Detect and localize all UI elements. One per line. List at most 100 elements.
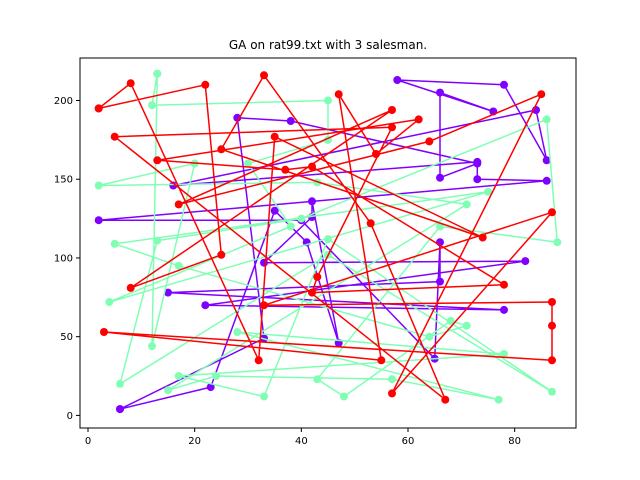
series-2-point-11: [548, 298, 556, 306]
x-tick-label-40: 40: [295, 436, 308, 447]
series-0-point-24: [393, 76, 402, 84]
y-tick-label-100: 100: [54, 253, 73, 264]
series-0: [94, 76, 551, 414]
series-1-point-25: [446, 316, 455, 325]
series-0-point-22: [542, 156, 551, 165]
y-tick-label-200: 200: [54, 96, 73, 107]
plot-frame: [79, 57, 577, 429]
series-2-point-13: [548, 356, 556, 365]
series-1-point-3: [94, 181, 103, 190]
series-2-point-1: [201, 80, 210, 89]
series-2-point-9: [548, 208, 556, 217]
series-0-point-8: [521, 257, 530, 266]
series-1-point-13: [260, 392, 268, 401]
x-tick-label-60: 60: [402, 436, 415, 447]
series-0-point-10: [500, 305, 508, 314]
series-1-point-17: [116, 379, 124, 388]
series-0-point-11: [164, 288, 172, 297]
series-1-point-9: [494, 395, 503, 404]
series-1-point-37: [153, 69, 162, 78]
series-1-point-32: [286, 222, 295, 231]
series-1-point-5: [462, 200, 471, 209]
series-2-point-20: [281, 165, 290, 174]
y-tick-label-150: 150: [54, 175, 73, 186]
series-1-point-29: [110, 239, 119, 248]
series-2-point-10: [260, 301, 268, 310]
y-tick-label-50: 50: [60, 332, 73, 343]
series-1: [94, 69, 562, 404]
series-1-point-18: [153, 236, 162, 245]
series-2-point-25: [388, 123, 396, 132]
series-1-point-23: [313, 375, 322, 384]
series-1-point-35: [324, 96, 332, 105]
series-2-point-29: [260, 71, 268, 80]
series-2-point-31: [478, 233, 487, 242]
series-2-point-19: [153, 156, 162, 165]
series-1-point-1: [148, 342, 156, 351]
series-2-point-21: [308, 162, 316, 171]
y-tick-label-0: 0: [67, 411, 73, 422]
series-1-route-line: [97, 73, 559, 401]
series-1-point-7: [212, 372, 220, 380]
series-0-point-27: [436, 173, 444, 182]
series-2-point-17: [372, 150, 380, 158]
x-tick-label-20: 20: [188, 436, 201, 447]
series-2-point-7: [537, 90, 546, 99]
series-layer: [94, 69, 562, 414]
series-0-point-16: [94, 216, 103, 225]
series-2-point-8: [388, 389, 396, 398]
series-0-point-5: [308, 197, 316, 206]
series-2-point-16: [334, 90, 343, 99]
series-2-point-33: [254, 356, 263, 365]
series-1-point-28: [174, 261, 183, 270]
series-1-point-12: [174, 372, 183, 380]
series-0-point-23: [500, 80, 508, 89]
series-2-point-27: [441, 395, 450, 404]
series-2-point-15: [377, 356, 386, 365]
x-tick-label-0: 0: [85, 436, 91, 447]
series-2-point-12: [548, 321, 556, 330]
series-2-point-28: [366, 219, 375, 228]
x-axis: 0 20 40 60 80: [85, 428, 521, 447]
series-2-point-14: [100, 328, 108, 336]
series-2-point-4: [388, 106, 396, 114]
series-1-point-36: [148, 101, 156, 110]
series-2-point-3: [126, 283, 135, 292]
series-1-point-19: [297, 214, 306, 223]
series-1-point-30: [484, 187, 492, 196]
series-0-point-17: [542, 176, 551, 185]
series-0-point-9: [201, 301, 210, 310]
series-2-point-30: [217, 145, 226, 154]
series-2-point-34: [126, 79, 135, 88]
series-1-point-24: [340, 392, 348, 401]
series-2-point-23: [308, 288, 316, 297]
series-1-point-31: [105, 298, 114, 306]
series-1-point-33: [244, 159, 252, 168]
series-1-point-10: [233, 328, 242, 336]
series-1-point-27: [425, 332, 434, 341]
series-2-point-5: [174, 200, 183, 209]
series-2-point-24: [313, 272, 322, 281]
series-1-point-14: [324, 235, 332, 244]
series-1-point-26: [462, 321, 471, 330]
series-0-point-26: [436, 88, 444, 97]
series-1-point-11: [500, 350, 508, 358]
series-0-point-1: [206, 383, 215, 392]
series-0-point-12: [436, 277, 444, 286]
series-2-point-35: [94, 104, 103, 113]
series-0-point-32: [116, 405, 124, 414]
series-1-point-20: [542, 115, 551, 124]
series-2: [94, 71, 556, 404]
series-2-point-22: [500, 280, 508, 289]
series-1-point-21: [553, 238, 562, 247]
series-0-point-30: [233, 113, 242, 122]
chart-title: GA on rat99.txt with 3 salesman.: [229, 38, 427, 52]
series-0-point-29: [286, 117, 295, 125]
series-2-point-26: [110, 132, 119, 141]
series-0-point-7: [260, 258, 268, 267]
x-tick-label-80: 80: [508, 436, 521, 447]
series-0-point-28: [473, 159, 482, 168]
series-2-route-line: [98, 74, 553, 401]
series-1-point-6: [164, 386, 172, 395]
